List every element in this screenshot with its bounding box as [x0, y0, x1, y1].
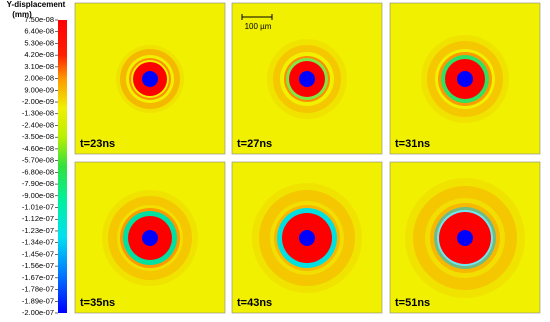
source [142, 230, 158, 246]
panel-label: t=27ns [237, 138, 272, 150]
colorbar-label: -2.00e-09 [22, 97, 54, 106]
colorbar-label: -7.90e-08 [22, 179, 54, 188]
colorbar-label: 3.10e-08 [24, 62, 54, 71]
colorbar-label: -1.45e-07 [22, 249, 54, 258]
colorbar-label: -6.80e-08 [22, 167, 54, 176]
colorbar-label: 2.00e-08 [24, 74, 54, 83]
source [299, 71, 315, 87]
colorbar-label: 9.00e-09 [24, 85, 54, 94]
colorbar-label: -4.60e-08 [22, 144, 54, 153]
colorbar-label: -1.12e-07 [22, 214, 54, 223]
colorbar-label: -1.01e-07 [22, 203, 54, 212]
colorbar-label: -1.56e-07 [22, 261, 54, 270]
source [457, 71, 473, 87]
colorbar-label: -3.50e-08 [22, 132, 54, 141]
colorbar [58, 20, 67, 313]
colorbar-label: -1.23e-07 [22, 226, 54, 235]
colorbar-title: Y-displacement [7, 0, 66, 9]
panel-label: t=23ns [80, 138, 115, 150]
colorbar-label: -9.00e-08 [22, 191, 54, 200]
colorbar-unit: (mm) [12, 10, 32, 19]
colorbar-label: 5.30e-08 [24, 38, 54, 47]
colorbar-label: -1.34e-07 [22, 238, 54, 247]
colorbar-label: -2.00e-07 [22, 308, 54, 317]
source [142, 71, 158, 87]
colorbar-label: -1.89e-07 [22, 296, 54, 305]
panel-label: t=35ns [80, 297, 115, 309]
source [457, 230, 473, 246]
source [299, 230, 315, 246]
panel-label: t=51ns [395, 297, 430, 309]
colorbar-label: -1.67e-07 [22, 273, 54, 282]
colorbar-label: -1.30e-08 [22, 109, 54, 118]
colorbar-label: -2.40e-08 [22, 120, 54, 129]
scale-bar-label: 100 µm [245, 22, 272, 31]
colorbar-label: 7.50e-08 [24, 15, 54, 24]
colorbar-label: -1.78e-07 [22, 285, 54, 294]
panel-label: t=43ns [237, 297, 272, 309]
colorbar-label: -5.70e-08 [22, 156, 54, 165]
panel-label: t=31ns [395, 138, 430, 150]
colorbar-label: 4.20e-08 [24, 50, 54, 59]
colorbar-label: 6.40e-08 [24, 27, 54, 36]
